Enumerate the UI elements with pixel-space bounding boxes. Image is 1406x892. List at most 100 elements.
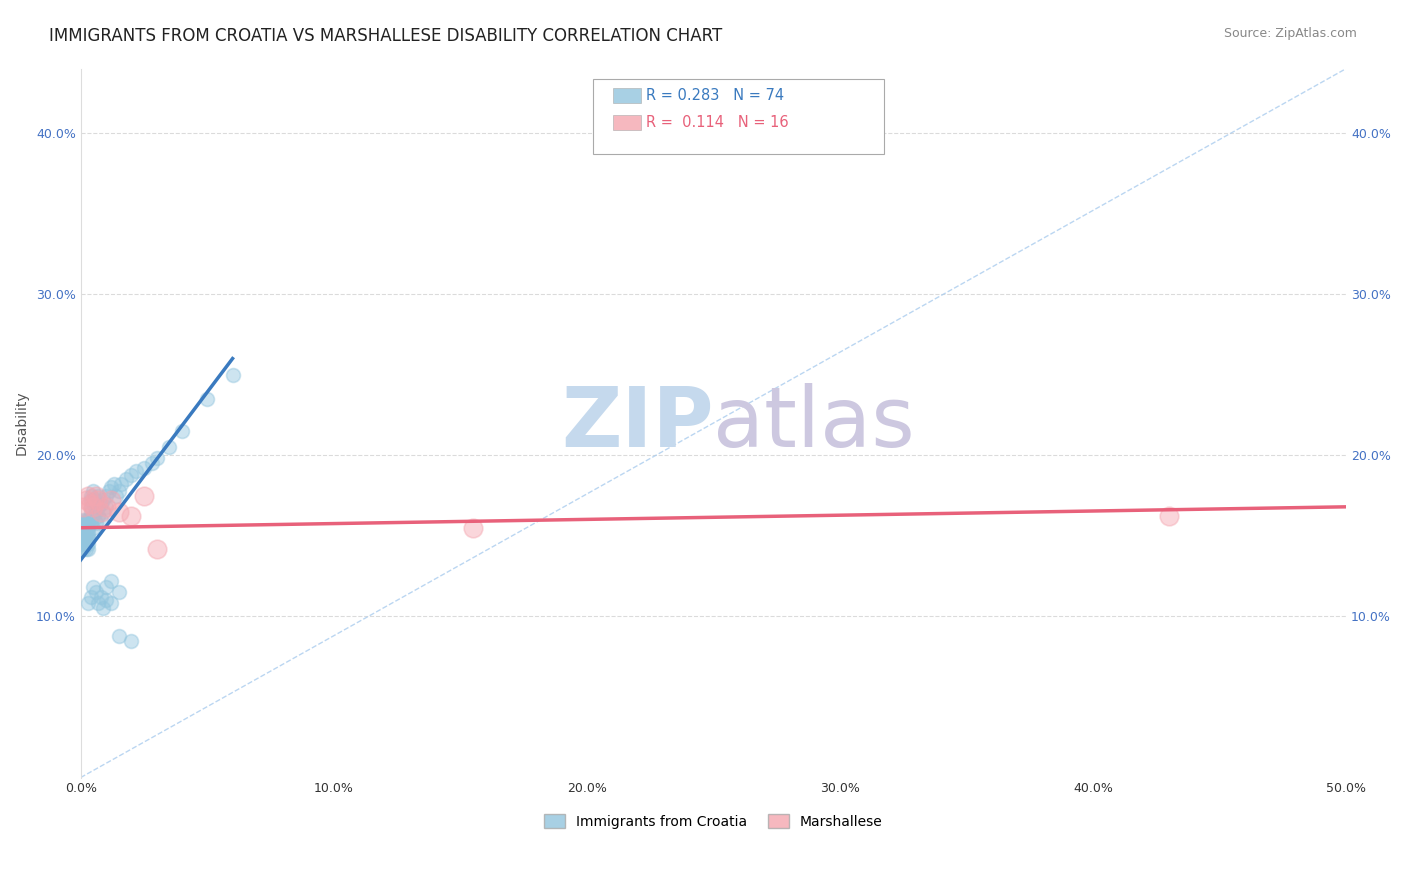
- Point: [80, 590, 103, 604]
- Point: [100, 574, 122, 588]
- Text: atlas: atlas: [713, 383, 915, 464]
- Point: [72, 516, 94, 530]
- Point: [461, 521, 484, 535]
- Point: [94, 500, 117, 514]
- Point: [82, 509, 104, 524]
- Text: ZIP: ZIP: [561, 383, 713, 464]
- Point: [80, 500, 103, 514]
- FancyBboxPatch shape: [593, 79, 884, 153]
- Text: R =  0.114   N = 16: R = 0.114 N = 16: [647, 115, 789, 130]
- Point: [93, 601, 115, 615]
- Point: [80, 516, 103, 530]
- Point: [94, 500, 117, 514]
- Text: R = 0.283   N = 74: R = 0.283 N = 74: [647, 88, 785, 103]
- Point: [90, 505, 112, 519]
- Point: [115, 472, 138, 486]
- Legend: Immigrants from Croatia, Marshallese: Immigrants from Croatia, Marshallese: [538, 808, 889, 834]
- Point: [84, 489, 107, 503]
- Point: [120, 509, 142, 524]
- Point: [87, 493, 110, 508]
- Point: [77, 529, 100, 543]
- Point: [82, 521, 104, 535]
- Point: [72, 529, 94, 543]
- Point: [75, 541, 97, 556]
- Point: [75, 521, 97, 535]
- Point: [82, 483, 104, 498]
- Point: [72, 513, 94, 527]
- Point: [100, 493, 122, 508]
- Point: [87, 597, 110, 611]
- Point: [93, 493, 115, 508]
- Point: [90, 497, 112, 511]
- Point: [72, 537, 94, 551]
- Point: [84, 493, 107, 508]
- Point: [82, 581, 104, 595]
- Point: [77, 537, 100, 551]
- Point: [80, 493, 103, 508]
- FancyBboxPatch shape: [613, 87, 641, 103]
- Point: [72, 541, 94, 556]
- Point: [72, 521, 94, 535]
- Point: [195, 392, 218, 406]
- Point: [1157, 509, 1180, 524]
- Point: [145, 541, 167, 556]
- Point: [94, 581, 117, 595]
- Point: [87, 500, 110, 514]
- Point: [77, 516, 100, 530]
- Point: [82, 497, 104, 511]
- Point: [103, 477, 125, 491]
- Point: [80, 505, 103, 519]
- Point: [94, 489, 117, 503]
- Point: [75, 532, 97, 546]
- Point: [84, 516, 107, 530]
- Point: [107, 629, 129, 643]
- Point: [84, 585, 107, 599]
- Point: [77, 489, 100, 503]
- Point: [77, 521, 100, 535]
- Point: [72, 532, 94, 546]
- Point: [72, 500, 94, 514]
- Point: [75, 493, 97, 508]
- Text: IMMIGRANTS FROM CROATIA VS MARSHALLESE DISABILITY CORRELATION CHART: IMMIGRANTS FROM CROATIA VS MARSHALLESE D…: [49, 27, 723, 45]
- Point: [132, 461, 155, 475]
- Point: [75, 525, 97, 540]
- Point: [93, 505, 115, 519]
- Point: [77, 525, 100, 540]
- Point: [120, 633, 142, 648]
- Point: [107, 505, 129, 519]
- Point: [77, 597, 100, 611]
- Point: [75, 516, 97, 530]
- Point: [77, 513, 100, 527]
- Point: [145, 451, 167, 466]
- Point: [120, 467, 142, 482]
- Point: [221, 368, 243, 382]
- Point: [107, 585, 129, 599]
- Point: [125, 464, 148, 478]
- Y-axis label: Disability: Disability: [15, 391, 30, 455]
- Point: [72, 525, 94, 540]
- Point: [157, 440, 180, 454]
- Point: [107, 483, 129, 498]
- Text: Source: ZipAtlas.com: Source: ZipAtlas.com: [1223, 27, 1357, 40]
- Point: [94, 593, 117, 607]
- Point: [80, 497, 103, 511]
- Point: [100, 481, 122, 495]
- Point: [170, 424, 193, 438]
- Point: [110, 477, 132, 491]
- Point: [75, 513, 97, 527]
- Point: [141, 456, 163, 470]
- Point: [87, 509, 110, 524]
- Point: [132, 489, 155, 503]
- Point: [90, 513, 112, 527]
- Point: [84, 505, 107, 519]
- Point: [97, 483, 120, 498]
- Point: [100, 597, 122, 611]
- Point: [77, 541, 100, 556]
- Point: [80, 489, 103, 503]
- Point: [75, 537, 97, 551]
- FancyBboxPatch shape: [613, 114, 641, 130]
- Point: [82, 500, 104, 514]
- Point: [87, 489, 110, 503]
- Point: [77, 532, 100, 546]
- Point: [90, 590, 112, 604]
